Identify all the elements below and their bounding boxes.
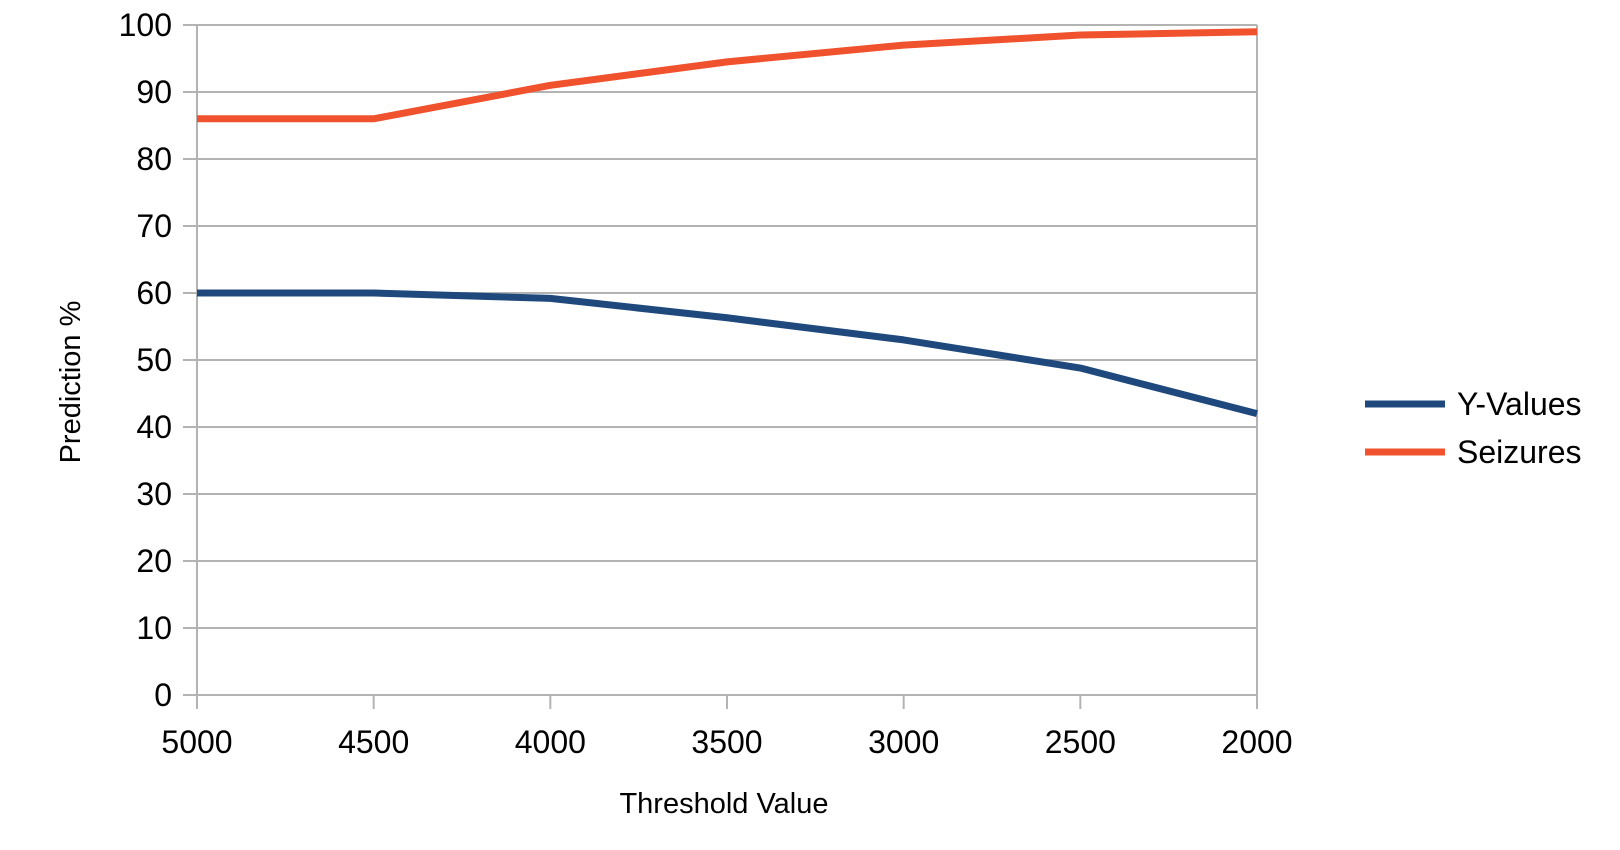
y-axis-ticks: 0 10 20 30 40 50 60 70 80 90 100: [119, 7, 197, 713]
x-axis-ticks: 5000 4500 4000 3500 3000 2500 2000: [161, 695, 1293, 760]
y-tick-label: 60: [136, 275, 172, 311]
legend: Y-Values Seizures: [1365, 386, 1582, 470]
legend-label: Seizures: [1457, 434, 1582, 470]
y-tick-label: 10: [136, 610, 172, 646]
x-tick-label: 3500: [691, 724, 762, 760]
y-tick-label: 100: [119, 7, 172, 43]
x-tick-label: 3000: [868, 724, 939, 760]
series-line-seizures: [197, 28, 1258, 123]
x-tick-label: 2000: [1221, 724, 1292, 760]
series-line-y-values: [197, 289, 1258, 417]
x-tick-label: 4500: [338, 724, 409, 760]
gridlines: [197, 24, 1257, 696]
x-tick-label: 5000: [161, 724, 232, 760]
y-tick-label: 30: [136, 476, 172, 512]
y-tick-label: 70: [136, 208, 172, 244]
x-tick-label: 4000: [515, 724, 586, 760]
y-tick-label: 90: [136, 74, 172, 110]
series-lines: [197, 28, 1258, 417]
y-tick-label: 50: [136, 342, 172, 378]
y-axis-title: Prediction %: [55, 301, 87, 464]
y-tick-label: 0: [154, 677, 172, 713]
x-axis-title: Threshold Value: [619, 788, 828, 820]
x-tick-label: 2500: [1045, 724, 1116, 760]
y-tick-label: 80: [136, 141, 172, 177]
legend-label: Y-Values: [1457, 386, 1582, 422]
y-tick-label: 20: [136, 543, 172, 579]
y-tick-label: 40: [136, 409, 172, 445]
